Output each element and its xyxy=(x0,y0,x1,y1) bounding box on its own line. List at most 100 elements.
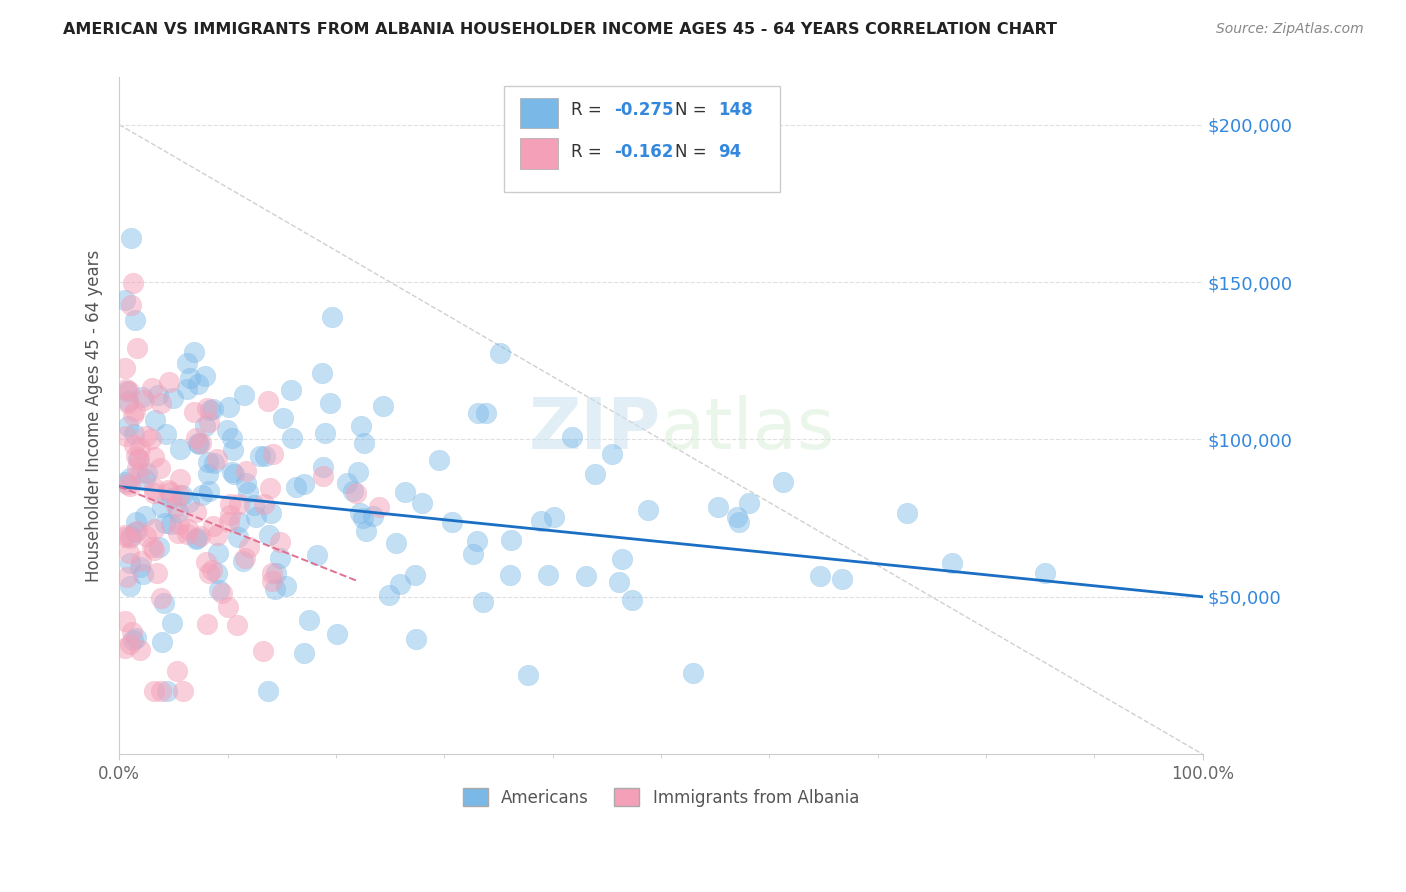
Point xyxy=(166,505,188,519)
Point xyxy=(166,664,188,678)
Point xyxy=(191,488,214,502)
Point xyxy=(429,452,451,467)
Point xyxy=(176,522,198,536)
Point xyxy=(319,396,342,410)
Point xyxy=(187,376,209,391)
Point xyxy=(253,449,276,463)
Point xyxy=(157,483,180,497)
Point xyxy=(349,506,371,520)
Point xyxy=(404,567,426,582)
Point xyxy=(150,500,173,514)
Text: N =: N = xyxy=(675,101,711,119)
Point xyxy=(128,441,150,455)
Point xyxy=(122,633,145,648)
Text: atlas: atlas xyxy=(661,395,835,464)
Point xyxy=(149,684,172,698)
Point xyxy=(128,452,150,467)
Point xyxy=(118,546,141,560)
Point xyxy=(124,631,146,645)
Point xyxy=(205,528,228,542)
Point xyxy=(120,479,142,493)
Point xyxy=(727,515,749,529)
Point xyxy=(257,527,280,541)
Point xyxy=(305,548,328,562)
Point xyxy=(131,390,153,404)
Point xyxy=(186,431,208,445)
Point xyxy=(179,371,201,385)
Point xyxy=(183,404,205,418)
Point xyxy=(218,497,240,511)
Point xyxy=(153,516,176,530)
Point xyxy=(353,435,375,450)
Legend: Americans, Immigrants from Albania: Americans, Immigrants from Albania xyxy=(457,781,866,814)
Point xyxy=(312,468,335,483)
Point xyxy=(207,546,229,560)
Point xyxy=(122,276,145,290)
Point xyxy=(187,436,209,450)
Point xyxy=(197,467,219,481)
Point xyxy=(150,635,173,649)
Point xyxy=(896,506,918,520)
Point xyxy=(561,430,583,444)
Point xyxy=(131,566,153,581)
Point xyxy=(238,540,260,554)
Point xyxy=(125,515,148,529)
Point xyxy=(583,467,606,481)
Point xyxy=(620,592,643,607)
Text: -0.275: -0.275 xyxy=(614,101,673,119)
Point xyxy=(122,408,145,422)
Text: -0.162: -0.162 xyxy=(614,143,673,161)
Point xyxy=(245,510,267,524)
Point xyxy=(169,517,191,532)
Point xyxy=(172,684,194,698)
Point xyxy=(347,465,370,479)
Point xyxy=(142,481,165,495)
Point xyxy=(233,550,256,565)
Point xyxy=(217,423,239,437)
Point xyxy=(235,475,257,490)
Point xyxy=(117,419,139,434)
Point xyxy=(169,442,191,456)
Point xyxy=(114,528,136,542)
Point xyxy=(236,485,259,500)
Point xyxy=(378,588,401,602)
Point xyxy=(257,393,280,408)
Point xyxy=(737,496,759,510)
Point xyxy=(141,540,163,554)
Point xyxy=(160,491,183,506)
Point xyxy=(115,382,138,396)
Point xyxy=(156,684,179,698)
Point xyxy=(218,515,240,529)
Point xyxy=(194,368,217,383)
Point xyxy=(134,509,156,524)
Point xyxy=(155,427,177,442)
Point xyxy=(149,461,172,475)
Point xyxy=(260,506,283,520)
Point xyxy=(264,582,287,596)
Point xyxy=(142,684,165,698)
Point xyxy=(170,488,193,502)
Point xyxy=(159,375,181,389)
Point xyxy=(143,412,166,426)
Point xyxy=(202,401,225,416)
Text: N =: N = xyxy=(675,143,711,161)
Point xyxy=(134,472,156,486)
Text: 148: 148 xyxy=(718,101,754,119)
Point xyxy=(187,437,209,451)
Point xyxy=(411,496,433,510)
Point xyxy=(115,384,138,398)
Point xyxy=(312,460,335,475)
Point xyxy=(574,569,596,583)
Point xyxy=(114,615,136,629)
Point xyxy=(260,566,283,580)
Point xyxy=(269,551,291,566)
Point xyxy=(117,396,139,410)
Point xyxy=(201,518,224,533)
Point xyxy=(162,616,184,631)
Point xyxy=(128,466,150,480)
Point xyxy=(314,425,336,440)
Point xyxy=(198,483,221,498)
Point xyxy=(127,452,149,467)
Point xyxy=(321,310,343,324)
Point xyxy=(707,500,730,514)
